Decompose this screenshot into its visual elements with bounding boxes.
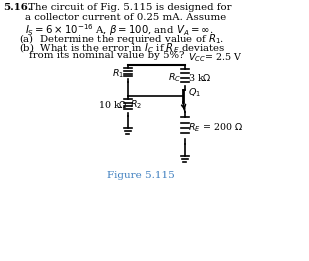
Text: $R_1$: $R_1$ <box>112 67 124 80</box>
Text: $I_S = 6 \times 10^{-16}$ A, $\beta = 100$, and $V_A = \infty$.: $I_S = 6 \times 10^{-16}$ A, $\beta = 10… <box>25 22 214 38</box>
Text: a collector current of 0.25 mA. Assume: a collector current of 0.25 mA. Assume <box>25 13 226 21</box>
Text: $V_{CC}$= 2.5 V: $V_{CC}$= 2.5 V <box>188 51 242 64</box>
Text: The circuit of Fig. 5.115 is designed for: The circuit of Fig. 5.115 is designed fo… <box>25 3 231 12</box>
Text: $R_C$: $R_C$ <box>168 71 181 84</box>
Text: 10 k$\Omega$: 10 k$\Omega$ <box>98 99 128 110</box>
Text: from its nominal value by 5%?: from its nominal value by 5%? <box>29 50 184 60</box>
Text: $Q_1$: $Q_1$ <box>188 87 201 99</box>
Text: Figure 5.115: Figure 5.115 <box>107 171 175 180</box>
Text: $R_2$: $R_2$ <box>130 99 142 111</box>
Text: 5.16.: 5.16. <box>3 3 32 12</box>
Text: (a)  Determine the required value of $R_1$.: (a) Determine the required value of $R_1… <box>19 32 224 45</box>
Text: 3 k$\Omega$: 3 k$\Omega$ <box>188 72 212 83</box>
Text: (b)  What is the error in $I_C$ if $R_E$ deviates: (b) What is the error in $I_C$ if $R_E$ … <box>19 41 225 55</box>
Text: $R_E$ = 200 $\Omega$: $R_E$ = 200 $\Omega$ <box>188 122 243 134</box>
